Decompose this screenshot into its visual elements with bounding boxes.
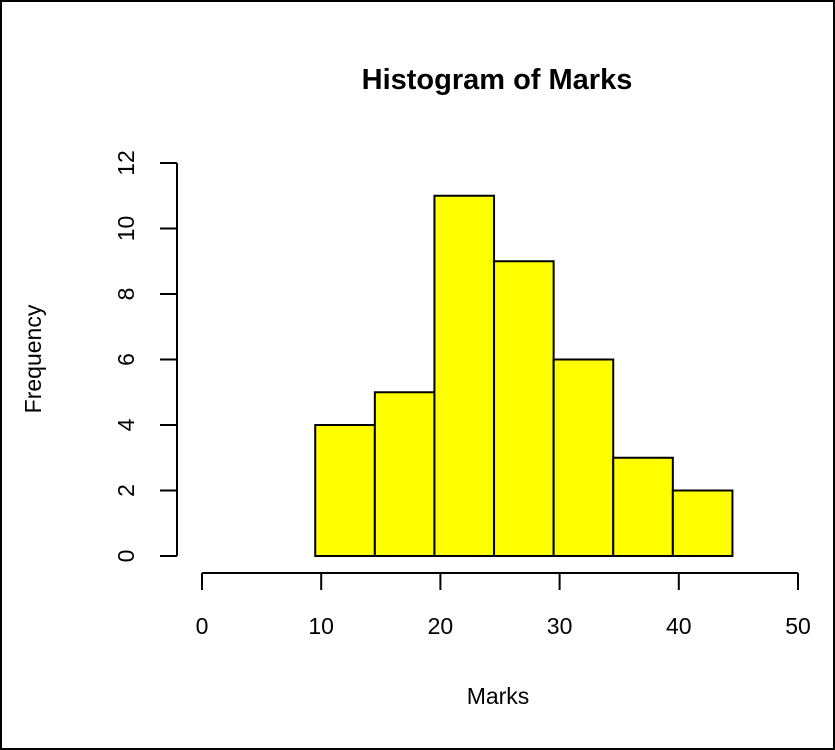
histogram-bar <box>552 358 615 557</box>
y-tick-label: 12 <box>113 150 139 176</box>
y-ticks-group: 0 2 4 6 8 10 12 <box>113 150 177 562</box>
histogram-bar <box>433 194 496 557</box>
y-tick-label: 4 <box>113 418 139 431</box>
x-tick-label: 50 <box>785 613 811 639</box>
histogram-bar <box>493 260 555 557</box>
histogram-bar <box>373 391 436 557</box>
histogram-bar <box>612 456 674 557</box>
y-tick-label: 2 <box>113 484 139 497</box>
x-tick-label: 0 <box>196 613 209 639</box>
y-tick-label: 8 <box>113 288 139 301</box>
bars-group <box>314 194 734 557</box>
y-tick-label: 10 <box>113 216 139 242</box>
y-axis-title: Frequency <box>20 304 46 413</box>
x-tick-label: 10 <box>308 613 334 639</box>
y-tick-label: 0 <box>113 550 139 563</box>
x-tick-label: 40 <box>666 613 692 639</box>
histogram-bar <box>671 489 734 557</box>
x-tick-label: 30 <box>547 613 573 639</box>
x-tick-label: 20 <box>428 613 454 639</box>
x-axis-title: Marks <box>467 683 530 709</box>
histogram-bar <box>314 424 376 557</box>
y-tick-label: 6 <box>113 353 139 366</box>
x-ticks-group: 0 10 20 30 40 50 <box>196 573 811 639</box>
chart-title: Histogram of Marks <box>362 64 633 96</box>
